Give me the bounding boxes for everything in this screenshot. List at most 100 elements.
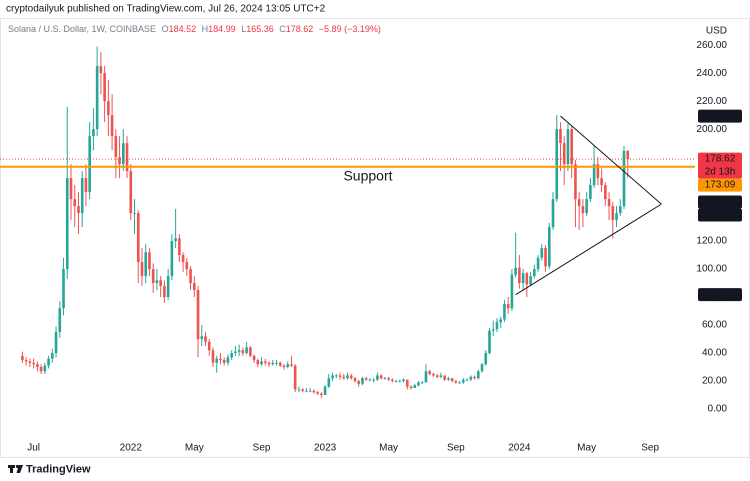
candle-body	[574, 164, 577, 200]
candle-body	[618, 206, 622, 214]
candle-body	[62, 269, 65, 309]
candle-body	[110, 115, 114, 137]
candle-body	[282, 365, 286, 368]
candle-body	[559, 129, 562, 144]
price-label-box	[698, 152, 742, 179]
trendline	[560, 115, 662, 205]
candle-body	[615, 213, 618, 221]
candle-body	[192, 283, 196, 291]
candle-body	[372, 379, 375, 381]
candle-body	[589, 185, 592, 200]
candle-body	[181, 255, 185, 263]
candle-body	[260, 361, 263, 365]
candle-body	[368, 379, 372, 381]
candle-body	[43, 365, 47, 372]
candle-body	[155, 280, 159, 284]
candle-body	[555, 129, 559, 200]
price-label: 209.35	[705, 111, 736, 122]
candle-body	[245, 347, 248, 354]
candle-body	[596, 164, 600, 179]
legend-change: −5.89 (−3.19%)	[319, 24, 381, 34]
candle-body	[92, 129, 95, 137]
candle-body	[604, 185, 607, 200]
candle-body	[278, 362, 282, 366]
candle-body	[58, 308, 62, 333]
candle-body	[499, 319, 503, 323]
candle-body	[219, 358, 222, 361]
x-tick-label: Sep	[447, 443, 465, 454]
candle-body	[196, 290, 200, 340]
candle-body	[394, 381, 398, 382]
candle-body	[129, 171, 133, 214]
candle-body	[99, 66, 103, 74]
candle-body	[323, 386, 327, 396]
candle-body	[454, 381, 458, 383]
candle-body	[51, 353, 54, 359]
support-label: Support	[343, 168, 392, 184]
candle-body	[473, 376, 476, 379]
candle-body	[435, 375, 439, 377]
candle-body	[297, 389, 301, 391]
candle-body	[312, 390, 316, 393]
candle-body	[204, 336, 207, 342]
price-label: 147.91	[705, 197, 736, 208]
candle-body	[536, 257, 540, 270]
candle-body	[226, 357, 230, 363]
price-label-box	[698, 109, 742, 123]
candle-body	[103, 73, 106, 102]
x-tick-label: Jul	[27, 443, 40, 454]
candle-body	[28, 361, 32, 363]
candle-body	[346, 375, 349, 379]
candle-body	[566, 129, 570, 165]
candle-body	[69, 178, 73, 200]
candle-body	[215, 358, 219, 363]
candle-body	[271, 362, 275, 365]
candle-body	[32, 362, 35, 365]
legend-key: L	[241, 24, 246, 34]
candle-body	[506, 304, 510, 309]
candle-body	[364, 378, 368, 380]
price-label: 178.62	[705, 154, 736, 165]
candle-body	[263, 361, 267, 363]
candle-body	[121, 143, 125, 165]
candle-body	[144, 252, 148, 277]
legend-value: 165.36	[246, 24, 274, 34]
x-tick-label: May	[185, 443, 204, 454]
candle-body	[387, 378, 390, 380]
candle-body	[622, 150, 626, 207]
candle-body	[237, 350, 241, 352]
currency: USD	[706, 26, 727, 37]
trendline	[515, 203, 662, 296]
candle-body	[581, 206, 585, 214]
candle-body	[170, 241, 174, 277]
price-label-box	[698, 195, 742, 209]
candle-body	[178, 238, 181, 256]
candles	[21, 46, 630, 398]
candle-body	[450, 378, 454, 382]
legend-value: 184.52	[169, 24, 197, 34]
candle-body	[525, 273, 529, 285]
footer-brand: TradingView	[26, 463, 91, 475]
y-tick-label: 240.00	[696, 68, 727, 79]
candle-body	[290, 364, 293, 366]
candle-body	[514, 267, 517, 275]
candle-body	[503, 304, 506, 320]
candle-body	[234, 351, 237, 354]
candle-body	[342, 376, 346, 379]
candle-body	[480, 364, 484, 372]
candle-body	[521, 273, 525, 284]
candle-body	[334, 375, 338, 377]
candle-body	[443, 375, 446, 380]
candle-body	[308, 390, 312, 392]
candle-body	[551, 199, 555, 228]
candle-body	[600, 178, 603, 186]
candle-body	[458, 382, 461, 384]
candle-body	[577, 199, 581, 207]
candle-body	[241, 350, 245, 354]
price-label: 173.09	[705, 180, 736, 191]
x-tick-label: Sep	[253, 443, 271, 454]
candle-body	[409, 386, 413, 389]
candle-body	[379, 375, 383, 379]
candle-body	[73, 199, 77, 207]
